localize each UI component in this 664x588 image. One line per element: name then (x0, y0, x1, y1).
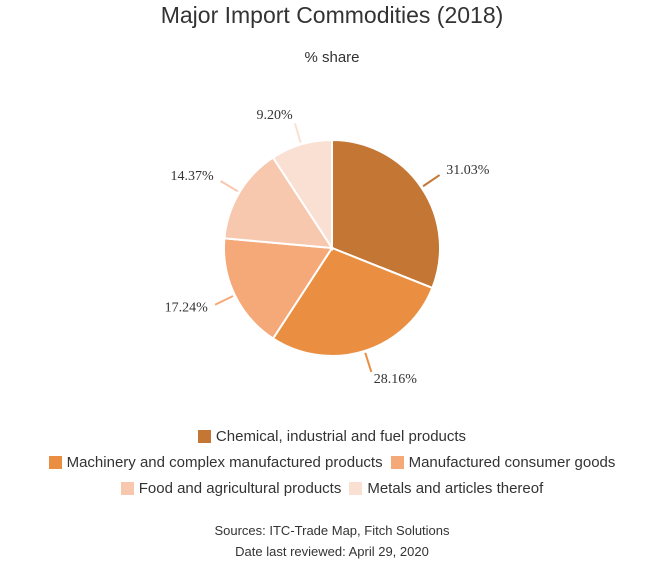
legend-row-3: Food and agricultural products Metals an… (0, 480, 664, 497)
pie-slice-food[interactable] (223, 156, 334, 250)
connector-line-metals (293, 123, 302, 143)
legend-swatch (349, 482, 363, 495)
pie-slice-chemical[interactable] (331, 138, 441, 290)
data-label-metals: 9.20% (256, 108, 293, 123)
legend-row-2: Machinery and complex manufactured produ… (0, 454, 664, 471)
pie-slice-machinery[interactable] (271, 246, 434, 357)
legend-item-food[interactable]: Food and agricultural products (120, 480, 342, 497)
legend-item-machinery[interactable]: Machinery and complex manufactured produ… (48, 454, 383, 471)
connector-line-machinery (364, 352, 373, 373)
legend-label: Chemical, industrial and fuel products (215, 428, 467, 445)
legend-swatch (390, 456, 404, 469)
connector-line-chemical (422, 174, 441, 188)
legend-label: Food and agricultural products (138, 480, 342, 497)
chart-subtitle: % share (304, 49, 360, 66)
connector-line-consumer-goods (214, 295, 234, 306)
footer-sources: Sources: ITC-Trade Map, Fitch Solutions (214, 523, 450, 538)
legend-swatch (197, 430, 211, 443)
legend-item-chemical[interactable]: Chemical, industrial and fuel products (197, 428, 467, 445)
data-label-chemical: 31.03% (446, 163, 490, 178)
pie-slice-metals[interactable] (271, 138, 333, 252)
data-label-consumer-goods: 17.24% (165, 300, 209, 315)
legend-swatch (48, 456, 62, 469)
legend-item-metals[interactable]: Metals and articles thereof (349, 480, 543, 497)
data-label-food: 14.37% (171, 169, 215, 184)
legend-row-1: Chemical, industrial and fuel products (0, 428, 664, 445)
chart-title: Major Import Commodities (2018) (160, 2, 504, 28)
legend-label: Manufactured consumer goods (408, 454, 616, 471)
footer-reviewed: Date last reviewed: April 29, 2020 (235, 544, 429, 559)
pie-chart: 31.03% 28.16% 17.24% 14.37% 9.20% (165, 108, 490, 387)
connector-line-food (220, 180, 239, 193)
legend-label: Metals and articles thereof (367, 480, 544, 497)
legend-swatch (120, 482, 134, 495)
legend-label: Machinery and complex manufactured produ… (66, 454, 383, 471)
data-label-machinery: 28.16% (374, 372, 418, 387)
legend-item-consumer-goods[interactable]: Manufactured consumer goods (390, 454, 616, 471)
pie-slice-consumer-goods[interactable] (223, 237, 334, 340)
